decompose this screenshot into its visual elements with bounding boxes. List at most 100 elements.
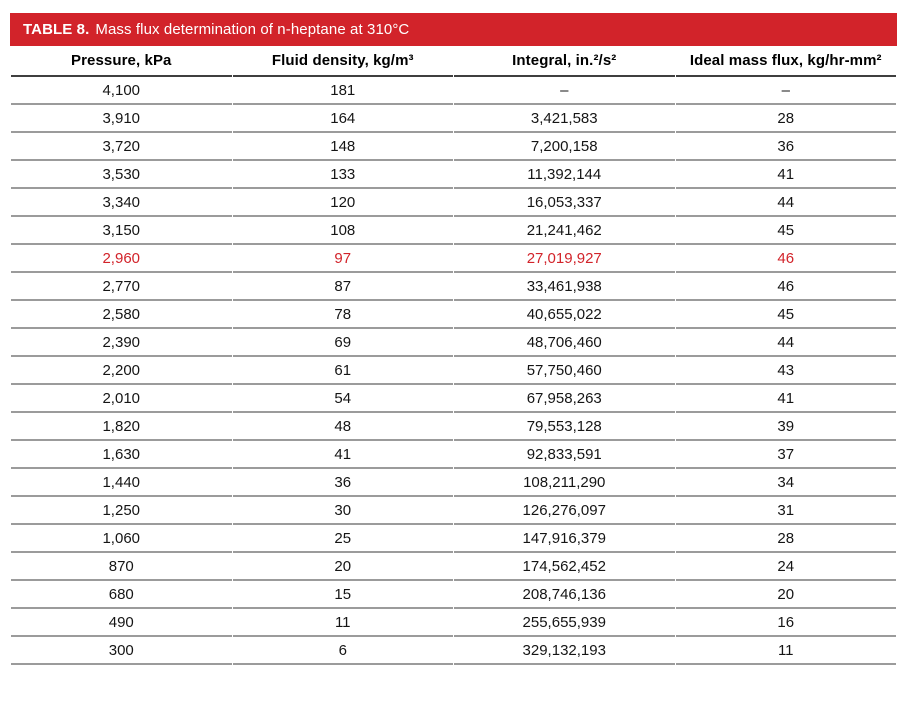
table-cell: 39: [675, 413, 896, 441]
table-row: 1,250 30 126,276,097 31: [11, 497, 896, 525]
table-cell: 7,200,158: [454, 133, 675, 161]
table-cell: 148: [232, 133, 453, 161]
table-cell: 31: [675, 497, 896, 525]
column-header-pressure: Pressure, kPa: [11, 46, 232, 77]
table-cell: 41: [675, 385, 896, 413]
table-cell: 3,530: [11, 161, 232, 189]
table-cell: 16,053,337: [454, 189, 675, 217]
table-cell: 36: [675, 133, 896, 161]
table-cell: 79,553,128: [454, 413, 675, 441]
table-cell: 2,200: [11, 357, 232, 385]
table-cell: 1,820: [11, 413, 232, 441]
table-row: 870 20 174,562,452 24: [11, 553, 896, 581]
column-header-integral: Integral, in.²/s²: [454, 46, 675, 77]
table-row: 1,820 48 79,553,128 39: [11, 413, 896, 441]
table-cell: 40,655,022: [454, 301, 675, 329]
table-row: 490 11 255,655,939 16: [11, 609, 896, 637]
column-header-ideal-mass-flux: Ideal mass flux, kg/hr-mm²: [675, 46, 896, 77]
table-cell: 87: [232, 273, 453, 301]
table-row: 3,340 120 16,053,337 44: [11, 189, 896, 217]
table-cell: 24: [675, 553, 896, 581]
table-cell: 44: [675, 189, 896, 217]
table-cell: 174,562,452: [454, 553, 675, 581]
table-cell: 28: [675, 105, 896, 133]
table-cell: 61: [232, 357, 453, 385]
table-cell: 30: [232, 497, 453, 525]
table-cell: 6: [232, 637, 453, 665]
table-cell: 21,241,462: [454, 217, 675, 245]
table-cell: 54: [232, 385, 453, 413]
table-cell: 2,580: [11, 301, 232, 329]
table-cell: 41: [675, 161, 896, 189]
table-row: 3,910 164 3,421,583 28: [11, 105, 896, 133]
table-row: 2,580 78 40,655,022 45: [11, 301, 896, 329]
table-cell: 3,720: [11, 133, 232, 161]
table-cell: 37: [675, 441, 896, 469]
table-row: 2,390 69 48,706,460 44: [11, 329, 896, 357]
table-row: 3,150 108 21,241,462 45: [11, 217, 896, 245]
table-cell: 46: [675, 245, 896, 273]
table-cell: 3,340: [11, 189, 232, 217]
table-cell: 1,440: [11, 469, 232, 497]
table-cell: 870: [11, 553, 232, 581]
table-container: TABLE 8. Mass flux determination of n-he…: [10, 13, 897, 665]
table-cell: 67,958,263: [454, 385, 675, 413]
table-cell: 43: [675, 357, 896, 385]
table-cell: 1,250: [11, 497, 232, 525]
table-cell: 69: [232, 329, 453, 357]
table-cell: –: [675, 77, 896, 105]
table-body: 4,100 181– –3,910 164 3,421,583 28 3,720 148 7,2…: [11, 77, 896, 665]
table-cell: 108: [232, 217, 453, 245]
table-cell: 329,132,193: [454, 637, 675, 665]
table-cell: 46: [675, 273, 896, 301]
table-cell: 28: [675, 525, 896, 553]
table-cell: 3,910: [11, 105, 232, 133]
table-cell: 16: [675, 609, 896, 637]
table-cell: 11,392,144: [454, 161, 675, 189]
table-row: 3,530 133 11,392,144 41: [11, 161, 896, 189]
table-cell: 11: [675, 637, 896, 665]
table-row: 2,960 97 27,019,927 46: [11, 245, 896, 273]
table-cell: 133: [232, 161, 453, 189]
table-row: 1,060 25 147,916,379 28: [11, 525, 896, 553]
table-cell: 57,750,460: [454, 357, 675, 385]
table-cell: 20: [232, 553, 453, 581]
table-row: 2,770 87 33,461,938 46: [11, 273, 896, 301]
table-cell: 45: [675, 301, 896, 329]
table-cell: 164: [232, 105, 453, 133]
table-row: 3,720 148 7,200,158 36: [11, 133, 896, 161]
table-cell: 48: [232, 413, 453, 441]
table-cell: 1,060: [11, 525, 232, 553]
table-cell: 27,019,927: [454, 245, 675, 273]
table-cell: 45: [675, 217, 896, 245]
table-cell: 2,960: [11, 245, 232, 273]
table-cell: 3,150: [11, 217, 232, 245]
table-title-bar: TABLE 8. Mass flux determination of n-he…: [10, 13, 897, 46]
table-cell: 34: [675, 469, 896, 497]
table-cell: 44: [675, 329, 896, 357]
table-cell: 300: [11, 637, 232, 665]
mass-flux-table: Pressure, kPa Fluid density, kg/m³ Integ…: [10, 46, 897, 665]
table-cell: 2,390: [11, 329, 232, 357]
table-cell: 208,746,136: [454, 581, 675, 609]
table-cell: 1,630: [11, 441, 232, 469]
table-cell: 2,770: [11, 273, 232, 301]
table-cell: 25: [232, 525, 453, 553]
table-cell: 126,276,097: [454, 497, 675, 525]
table-cell: 48,706,460: [454, 329, 675, 357]
table-row: 2,200 61 57,750,460 43: [11, 357, 896, 385]
table-cell: 4,100: [11, 77, 232, 105]
table-cell: 41: [232, 441, 453, 469]
table-row: 4,100 181– –: [11, 77, 896, 105]
table-cell: 147,916,379: [454, 525, 675, 553]
table-cell: 15: [232, 581, 453, 609]
table-cell: –: [454, 77, 675, 105]
table-cell: 490: [11, 609, 232, 637]
table-cell: 11: [232, 609, 453, 637]
table-cell: 108,211,290: [454, 469, 675, 497]
table-row: 1,630 41 92,833,591 37: [11, 441, 896, 469]
table-cell: 97: [232, 245, 453, 273]
table-header: Pressure, kPa Fluid density, kg/m³ Integ…: [11, 46, 896, 77]
table-cell: 20: [675, 581, 896, 609]
table-cell: 255,655,939: [454, 609, 675, 637]
